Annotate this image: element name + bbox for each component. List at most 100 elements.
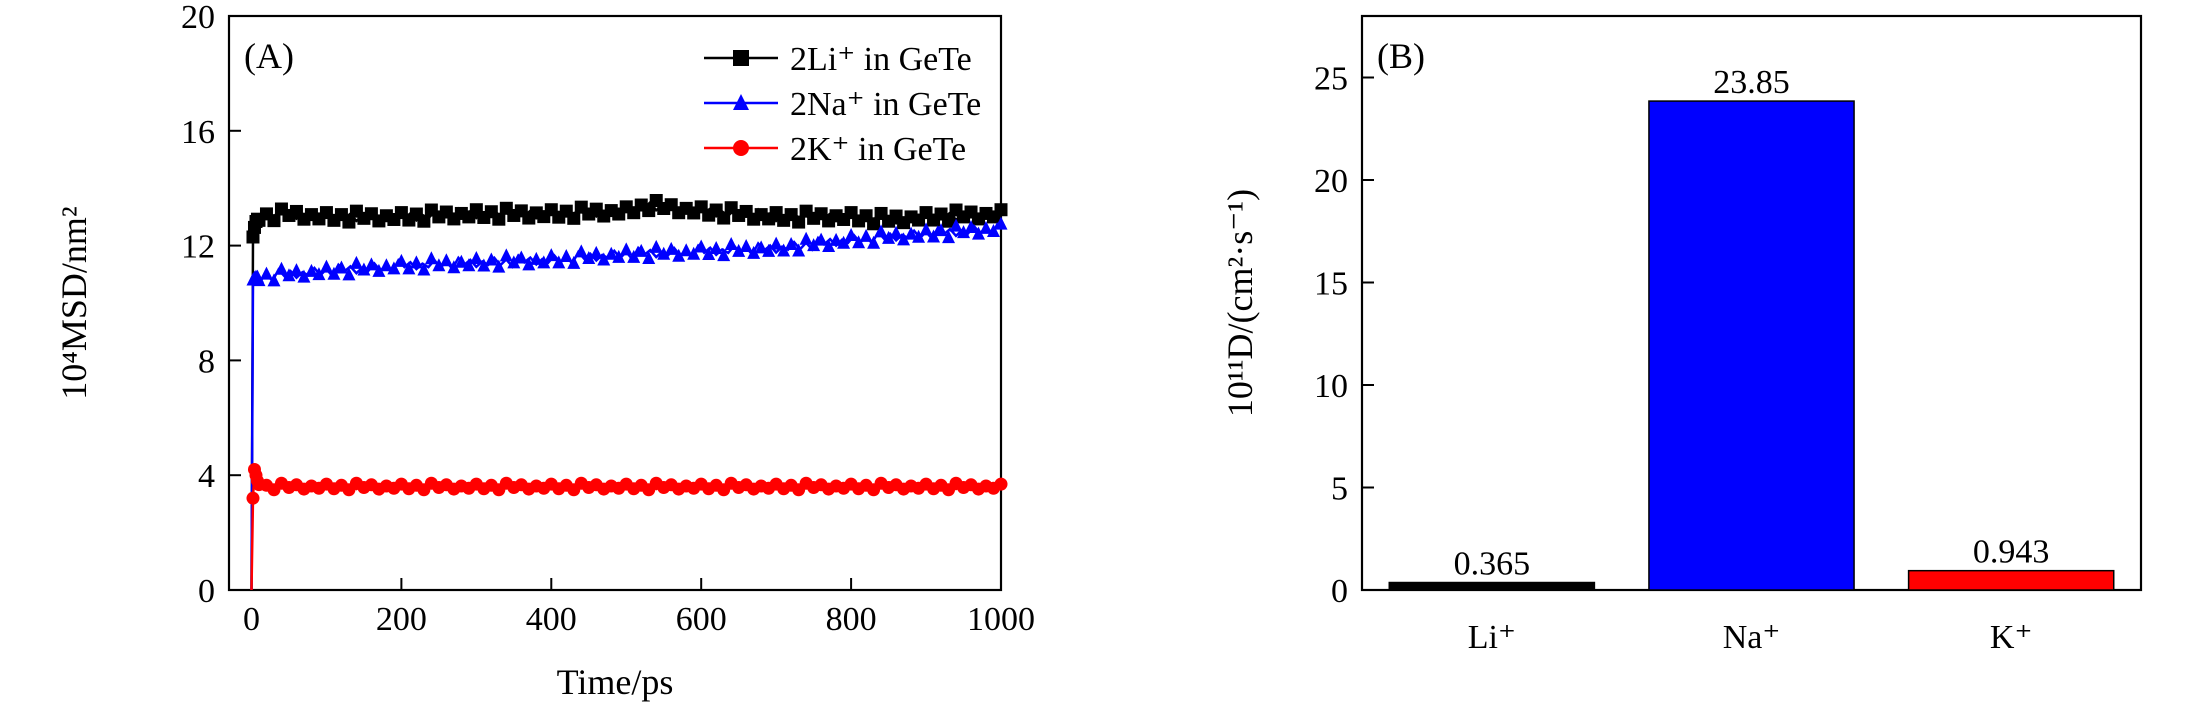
data-point <box>507 255 521 269</box>
data-point <box>514 250 528 264</box>
data-point <box>424 251 438 265</box>
data-point <box>462 258 476 272</box>
bar-2 <box>1907 569 2115 591</box>
category-label: Li⁺ <box>1468 619 1516 656</box>
data-point <box>822 238 836 252</box>
legend-entry: 2Li⁺ in GeTe <box>790 41 972 78</box>
legend-entry: 2Na⁺ in GeTe <box>790 86 981 123</box>
data-point <box>529 251 543 265</box>
data-point <box>552 255 566 269</box>
data-point <box>402 261 416 275</box>
panel-a-x-tick-label: 800 <box>826 601 877 638</box>
data-point <box>559 249 573 263</box>
data-point <box>904 226 918 240</box>
bar-value-label: 0.365 <box>1454 546 1531 583</box>
data-point <box>739 238 753 252</box>
panel-b-label: (B) <box>1377 36 1425 76</box>
data-point <box>717 211 731 225</box>
data-point <box>289 263 303 277</box>
category-label: Na⁺ <box>1723 619 1781 656</box>
data-point <box>297 269 311 283</box>
panel-a-y-tick-label: 20 <box>181 0 215 36</box>
data-point <box>589 245 603 259</box>
data-point <box>417 214 431 228</box>
data-point <box>994 216 1008 230</box>
data-point <box>439 253 453 267</box>
panel-a-y-tick-label: 12 <box>181 229 215 266</box>
data-point <box>694 239 708 253</box>
data-point <box>627 249 641 263</box>
panel-a-legend: 2Li⁺ in GeTe 2Na⁺ in GeTe 2K⁺ in GeTe <box>704 41 981 168</box>
data-point <box>469 251 483 265</box>
data-point <box>732 243 746 257</box>
data-point <box>979 220 993 234</box>
data-point <box>799 231 813 245</box>
data-point <box>897 232 911 246</box>
data-point <box>912 229 926 243</box>
data-point <box>754 240 768 254</box>
data-point <box>252 273 266 287</box>
data-point <box>994 477 1008 491</box>
series-0 <box>246 194 1008 591</box>
data-point <box>642 251 656 265</box>
data-point <box>477 258 491 272</box>
panel-b-y-tick-label: 20 <box>1314 163 1348 200</box>
data-point <box>334 260 348 274</box>
data-point <box>964 220 978 234</box>
panel-a-y-tick-label: 8 <box>198 343 215 380</box>
series-2 <box>246 462 1008 591</box>
data-point <box>567 255 581 269</box>
data-point <box>919 222 933 236</box>
data-point <box>679 243 693 257</box>
data-point <box>777 243 791 257</box>
data-point <box>807 238 821 252</box>
data-point <box>409 255 423 269</box>
legend-marker <box>733 50 749 66</box>
panel-a-y-tick-label: 4 <box>198 458 215 495</box>
panel-a-label: (A) <box>244 36 294 76</box>
data-point <box>859 228 873 242</box>
data-point <box>814 232 828 246</box>
data-point <box>942 214 956 228</box>
data-point <box>417 262 431 276</box>
data-point <box>634 243 648 257</box>
data-point <box>267 214 281 228</box>
data-point <box>619 242 633 256</box>
panel-a-x-tick-label: 200 <box>376 601 427 638</box>
data-point <box>792 215 806 229</box>
panel-a-plot-frame <box>227 14 1003 592</box>
data-point <box>769 236 783 250</box>
panel-a-x-tick-label: 0 <box>243 601 260 638</box>
data-point <box>724 236 738 250</box>
panel-b-y-tick-label: 25 <box>1314 61 1348 98</box>
data-point <box>327 266 341 280</box>
series-line <box>250 222 1000 591</box>
data-point <box>604 246 618 260</box>
data-point <box>342 267 356 281</box>
data-point <box>522 257 536 271</box>
data-point <box>994 203 1008 217</box>
data-point <box>709 240 723 254</box>
data-point <box>657 246 671 260</box>
bar-1 <box>1648 100 1855 591</box>
data-point <box>454 254 468 268</box>
data-point <box>687 246 701 260</box>
data-point <box>612 249 626 263</box>
data-point <box>792 243 806 257</box>
panel-a-y-ticks: 0 4 8 12 16 20 <box>181 0 241 610</box>
panel-b-y-tick-label: 10 <box>1314 368 1348 405</box>
panel-b-bars: 0.365 23.85 0.943 <box>1388 64 2115 591</box>
data-point <box>949 218 963 232</box>
data-point <box>874 224 888 238</box>
data-point <box>267 273 281 287</box>
data-point <box>882 230 896 244</box>
data-point <box>447 260 461 274</box>
bar-0 <box>1388 581 1596 591</box>
data-point <box>394 253 408 267</box>
data-point <box>927 229 941 243</box>
data-point <box>537 255 551 269</box>
series-1 <box>246 216 1008 591</box>
data-point <box>432 258 446 272</box>
